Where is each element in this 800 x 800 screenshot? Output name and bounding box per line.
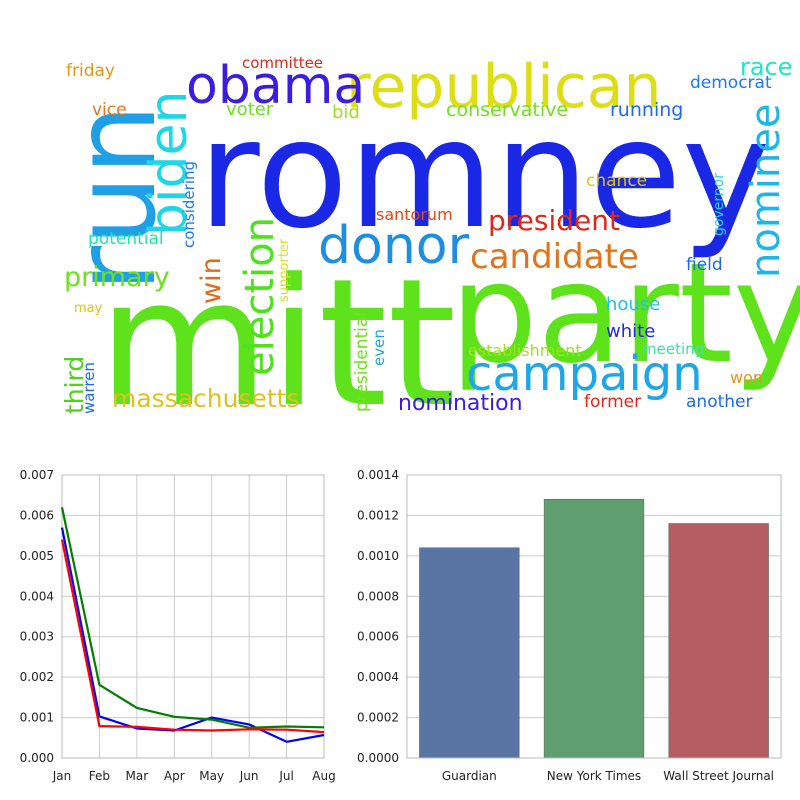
y-tick-label: 0.003 [20,630,54,644]
y-tick-label: 0.0004 [357,670,399,684]
word-win: win [196,257,227,304]
y-tick-label: 0.006 [20,508,54,522]
word-massachusetts: massachusetts [112,384,300,413]
x-tick-label: New York Times [547,769,641,783]
word-won: won [730,368,764,387]
word-another: another [686,392,753,412]
plot-area [62,475,324,758]
y-tick-label: 0.0006 [357,630,399,644]
word-potential: potential [88,229,164,249]
bar-1 [419,547,520,759]
y-tick-label: 0.002 [20,670,54,684]
word-santorum: santorum [376,205,453,224]
series-line-2 [60,507,325,729]
word-democrat: democrat [690,73,772,93]
word-meeting: meeting [642,340,705,358]
word-friday: friday [66,61,115,81]
word-party: party [450,233,800,394]
y-tick-label: 0.001 [20,711,54,725]
word-chance: chance [586,171,648,191]
y-tick-label: 0.0012 [357,508,399,522]
line-chart: 0.000 0.001 0.002 0.003 0.004 0.005 0.006 0.007… [20,468,336,783]
y-tick-label: 0.0002 [357,711,399,725]
bar-3 [668,523,769,759]
word-obama: obama [186,56,366,116]
word-former: former [584,392,642,412]
word-even: even [370,329,388,366]
word-campaign: campaign [466,346,703,402]
x-tick-label: Feb [89,769,110,783]
word-conservative: conservative [446,99,569,121]
word-field: field [686,255,723,275]
x-tick-label: Guardian [442,769,497,783]
plot-frame [61,474,325,759]
word-presidential: presidential [352,312,372,412]
word-governor: governor [711,172,727,236]
word-race: race [740,53,793,81]
word-president: president [488,204,620,237]
word-mitt: mitt [98,241,457,446]
word-vice: vice [92,100,127,120]
series-line-3 [60,539,325,734]
word-primary: primary [64,262,170,293]
word-nominee: nominee [743,103,789,278]
y-tick-label: 0.0010 [357,549,399,563]
y-tick-label: 0.0000 [357,751,399,765]
x-tick-label: Wall Street Journal [663,769,774,783]
x-tick-label: Jul [278,769,293,783]
word-donor: donor [318,216,469,276]
word-cloud: romney mitt party run republican obama biden do… [51,52,800,446]
bar-chart: 0.0000 0.0002 0.0004 0.0006 0.0008 0.0010 0.00… [357,468,782,783]
word-nomination: nomination [398,391,523,416]
word-republican: republican [346,52,662,122]
y-tick-label: 0.007 [20,468,54,482]
x-tick-label: Apr [164,769,185,783]
x-tick-label: Mar [126,769,149,783]
word-establishment: establishment [468,341,582,360]
x-tick-label: Aug [312,769,335,783]
word-bid: bid [332,102,360,123]
word-house: house [606,294,661,315]
y-tick-label: 0.0008 [357,589,399,603]
series-line-1 [60,527,325,743]
word-considering: considering [180,160,198,248]
y-tick-label: 0.005 [20,549,54,563]
word-committee: committee [242,54,324,72]
word-warren: warren [80,362,98,414]
y-tick-label: 0.0014 [357,468,399,482]
word-election: election [237,217,283,376]
word-supporter: supporter [277,238,292,302]
bar-2 [543,498,645,759]
word-may: may [74,301,103,316]
y-tick-label: 0.000 [20,751,54,765]
word-running: running [610,99,684,121]
x-tick-label: Jan [52,769,72,783]
x-tick-label: May [199,769,224,783]
plot-frame [406,474,782,759]
word-white: white [606,321,656,342]
word-voter: voter [226,99,274,120]
word-romney: romney [198,88,771,262]
word-candidate: candidate [470,237,639,277]
x-tick-label: Jun [239,769,259,783]
y-tick-label: 0.004 [20,589,54,603]
